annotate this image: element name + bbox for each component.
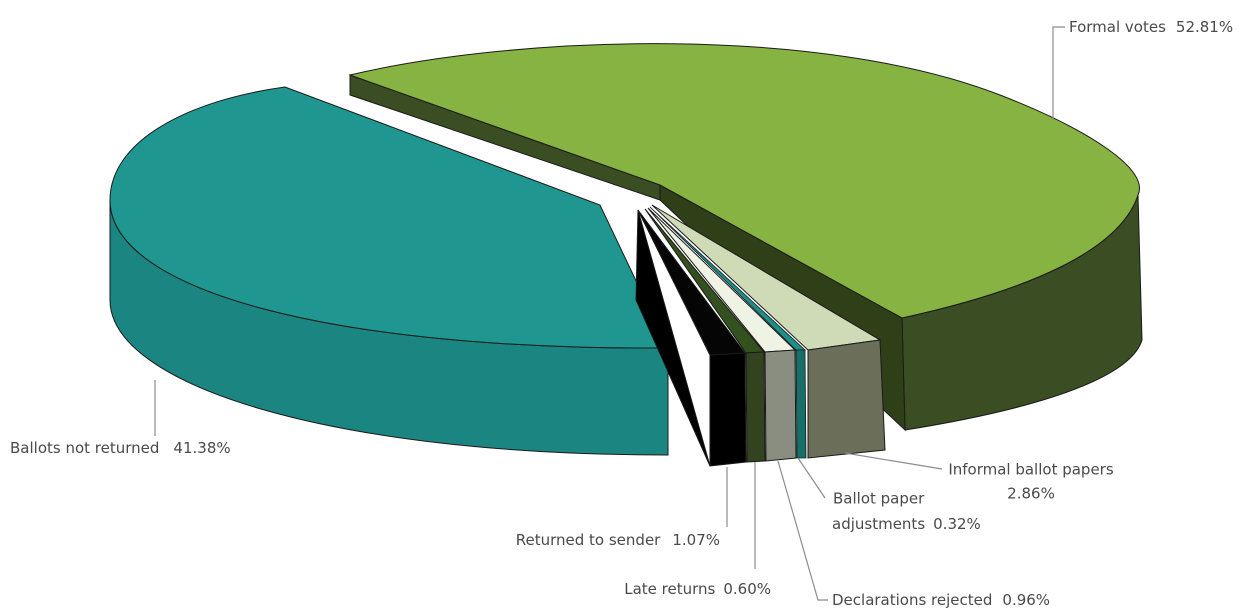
label-informal-ballot-papers: Informal ballot papers (948, 461, 1114, 479)
label-late-returns: Late returns 0.60% (624, 580, 771, 598)
leader-declarations-rejected (777, 460, 828, 601)
leader-informal-ballot-papers (844, 452, 943, 470)
slice-side-ballot-paper-adjustments (795, 349, 807, 459)
leader-ballot-paper-adjustments (797, 457, 826, 499)
label-formal-votes: Formal votes 52.81% (1069, 18, 1233, 36)
value-informal-ballot-papers: 2.86% (1007, 485, 1055, 503)
label-returned-to-sender: Returned to sender 1.07% (516, 531, 720, 549)
slice-side-returned-to-sender (635, 209, 747, 467)
slice-top-ballots-not-returned (109, 86, 669, 349)
slice-top-formal-votes (348, 43, 1140, 319)
slice-side-informal-ballot-papers (807, 339, 886, 459)
label-declarations-rejected: Declarations rejected 0.96% (832, 591, 1050, 609)
slice-ballots-not-returned (109, 86, 669, 456)
labels: Formal votes 52.81% Ballots not returned 4… (10, 18, 1233, 609)
leader-formal-votes (1052, 26, 1065, 120)
slice-side-declarations-rejected (764, 349, 797, 462)
slice-side-late-returns (745, 351, 766, 463)
label-ballots-not-returned: Ballots not returned 41.38% (10, 439, 231, 457)
small-slices (635, 204, 886, 467)
label-ballot-paper-adjustments-line1: Ballot paper (833, 490, 925, 508)
leader-lines (154, 26, 1065, 601)
label-ballot-paper-adjustments-line2: adjustments 0.32% (832, 515, 981, 533)
